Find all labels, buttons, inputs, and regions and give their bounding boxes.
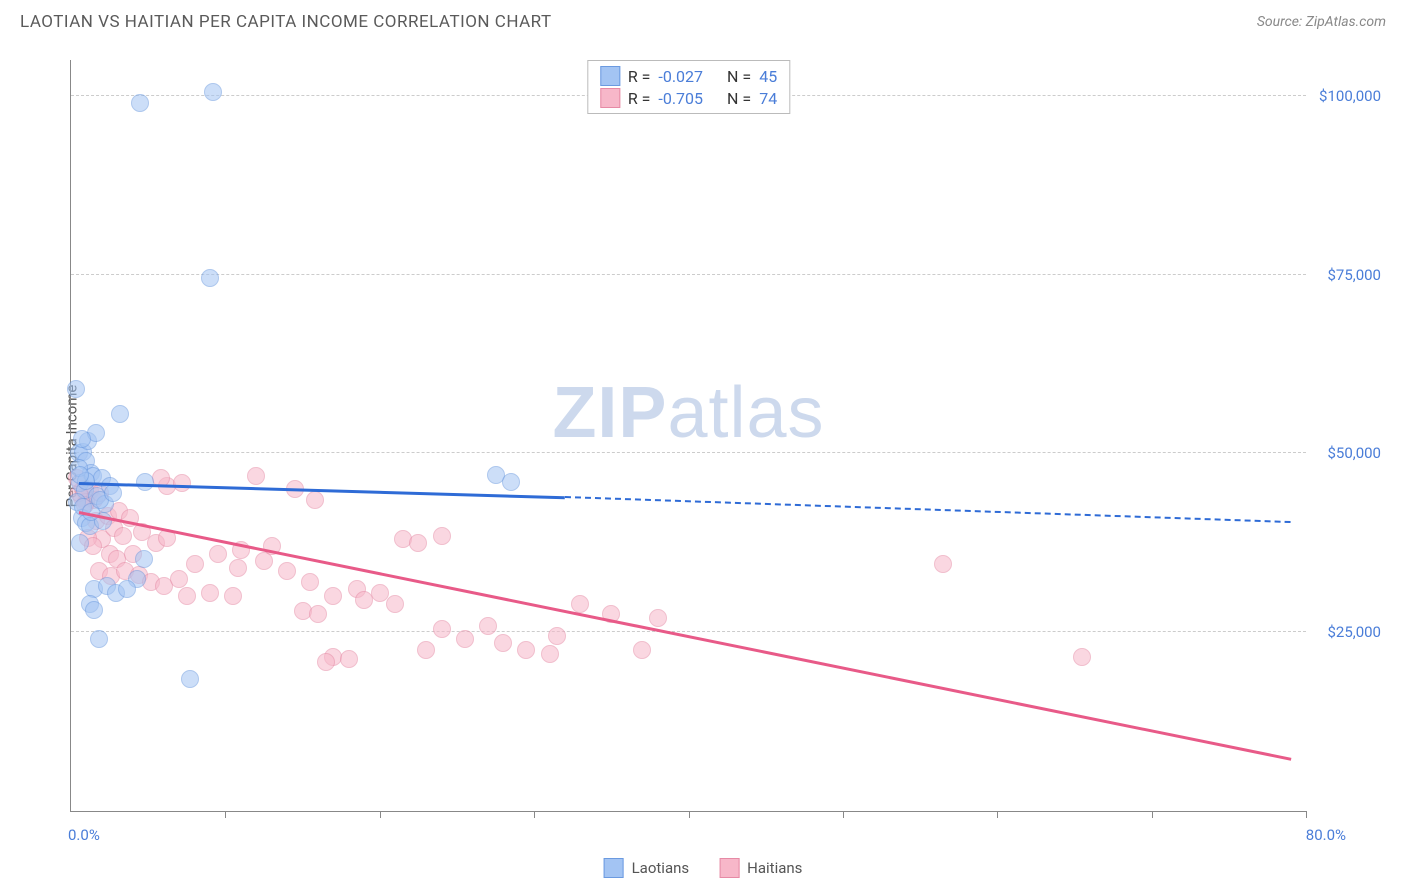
swatch-haitians-icon	[719, 858, 739, 878]
scatter-point-haitians	[934, 555, 952, 573]
scatter-point-haitians	[309, 605, 327, 623]
scatter-point-haitians	[247, 467, 265, 485]
chart-source: Source: ZipAtlas.com	[1257, 14, 1386, 30]
scatter-point-haitians	[340, 650, 358, 668]
swatch-laotians-icon	[604, 858, 624, 878]
gridline	[71, 452, 1306, 453]
r-value: -0.027	[658, 67, 703, 86]
x-tick	[534, 811, 535, 818]
legend-item-laotians: Laotians	[604, 858, 690, 878]
scatter-point-laotians	[90, 630, 108, 648]
scatter-point-haitians	[456, 630, 474, 648]
x-tick	[1152, 811, 1153, 818]
scatter-point-laotians	[111, 405, 129, 423]
scatter-point-haitians	[229, 559, 247, 577]
gridline	[71, 274, 1306, 275]
x-tick	[843, 811, 844, 818]
y-tick-label: $75,000	[1327, 266, 1381, 284]
header: LAOTIAN VS HAITIAN PER CAPITA INCOME COR…	[0, 0, 1406, 40]
scatter-point-haitians	[541, 645, 559, 663]
legend-item-haitians: Haitians	[719, 858, 802, 878]
scatter-point-laotians	[135, 550, 153, 568]
r-label: R =	[628, 89, 651, 108]
series-legend: Laotians Haitians	[604, 858, 803, 878]
scatter-point-haitians	[494, 634, 512, 652]
x-min-label: 0.0%	[68, 826, 100, 844]
scatter-point-haitians	[278, 562, 296, 580]
chart-title: LAOTIAN VS HAITIAN PER CAPITA INCOME COR…	[20, 12, 552, 32]
legend-row-haitians: R = -0.705 N = 74	[600, 87, 777, 109]
legend-row-laotians: R = -0.027 N = 45	[600, 65, 777, 87]
swatch-laotians-icon	[600, 66, 620, 86]
watermark-atlas: atlas	[667, 373, 824, 453]
scatter-point-haitians	[548, 627, 566, 645]
scatter-point-haitians	[186, 555, 204, 573]
swatch-haitians-icon	[600, 88, 620, 108]
scatter-point-haitians	[417, 641, 435, 659]
n-value: 45	[759, 67, 777, 86]
y-tick-label: $50,000	[1327, 444, 1381, 462]
scatter-point-laotians	[71, 534, 89, 552]
scatter-point-laotians	[136, 473, 154, 491]
scatter-point-haitians	[324, 587, 342, 605]
trendline-laotians-dashed	[565, 496, 1291, 523]
scatter-point-haitians	[386, 595, 404, 613]
y-tick-label: $25,000	[1327, 623, 1381, 641]
legend-label-laotians: Laotians	[632, 859, 690, 877]
scatter-point-haitians	[409, 534, 427, 552]
watermark: ZIPatlas	[552, 372, 824, 454]
n-label: N =	[727, 67, 751, 86]
scatter-point-haitians	[1073, 648, 1091, 666]
scatter-point-haitians	[571, 595, 589, 613]
scatter-point-haitians	[479, 617, 497, 635]
scatter-point-laotians	[131, 94, 149, 112]
n-value: 74	[759, 89, 777, 108]
scatter-point-laotians	[85, 601, 103, 619]
scatter-point-laotians	[204, 83, 222, 101]
scatter-point-haitians	[355, 591, 373, 609]
scatter-point-haitians	[170, 570, 188, 588]
scatter-point-haitians	[224, 587, 242, 605]
scatter-point-laotians	[104, 484, 122, 502]
x-tick	[1306, 811, 1307, 818]
r-label: R =	[628, 67, 651, 86]
plot-region: ZIPatlas R = -0.027 N = 45 R = -0.705 N …	[70, 60, 1306, 812]
scatter-point-haitians	[517, 641, 535, 659]
scatter-point-haitians	[209, 545, 227, 563]
scatter-point-laotians	[502, 473, 520, 491]
chart-container: LAOTIAN VS HAITIAN PER CAPITA INCOME COR…	[0, 0, 1406, 892]
scatter-point-haitians	[649, 609, 667, 627]
x-tick	[225, 811, 226, 818]
legend-label-haitians: Haitians	[747, 859, 802, 877]
scatter-point-haitians	[178, 587, 196, 605]
scatter-point-haitians	[173, 474, 191, 492]
watermark-zip: ZIP	[552, 373, 667, 453]
scatter-point-laotians	[118, 580, 136, 598]
r-value: -0.705	[658, 89, 703, 108]
scatter-point-laotians	[181, 670, 199, 688]
scatter-point-haitians	[317, 653, 335, 671]
x-tick	[380, 811, 381, 818]
scatter-point-haitians	[306, 491, 324, 509]
scatter-point-haitians	[433, 620, 451, 638]
scatter-point-haitians	[433, 527, 451, 545]
x-tick	[689, 811, 690, 818]
scatter-point-laotians	[201, 269, 219, 287]
scatter-point-haitians	[633, 641, 651, 659]
trendline-haitians-solid	[78, 511, 1290, 761]
scatter-point-haitians	[201, 584, 219, 602]
y-tick-label: $100,000	[1319, 87, 1381, 105]
correlation-legend: R = -0.027 N = 45 R = -0.705 N = 74	[587, 60, 790, 114]
scatter-point-haitians	[301, 573, 319, 591]
scatter-point-laotians	[73, 430, 91, 448]
scatter-point-haitians	[114, 527, 132, 545]
x-max-label: 80.0%	[1306, 826, 1346, 844]
scatter-point-laotians	[67, 380, 85, 398]
n-label: N =	[727, 89, 751, 108]
chart-area: Per Capita Income ZIPatlas R = -0.027 N …	[20, 50, 1386, 842]
x-tick	[997, 811, 998, 818]
gridline	[71, 631, 1306, 632]
